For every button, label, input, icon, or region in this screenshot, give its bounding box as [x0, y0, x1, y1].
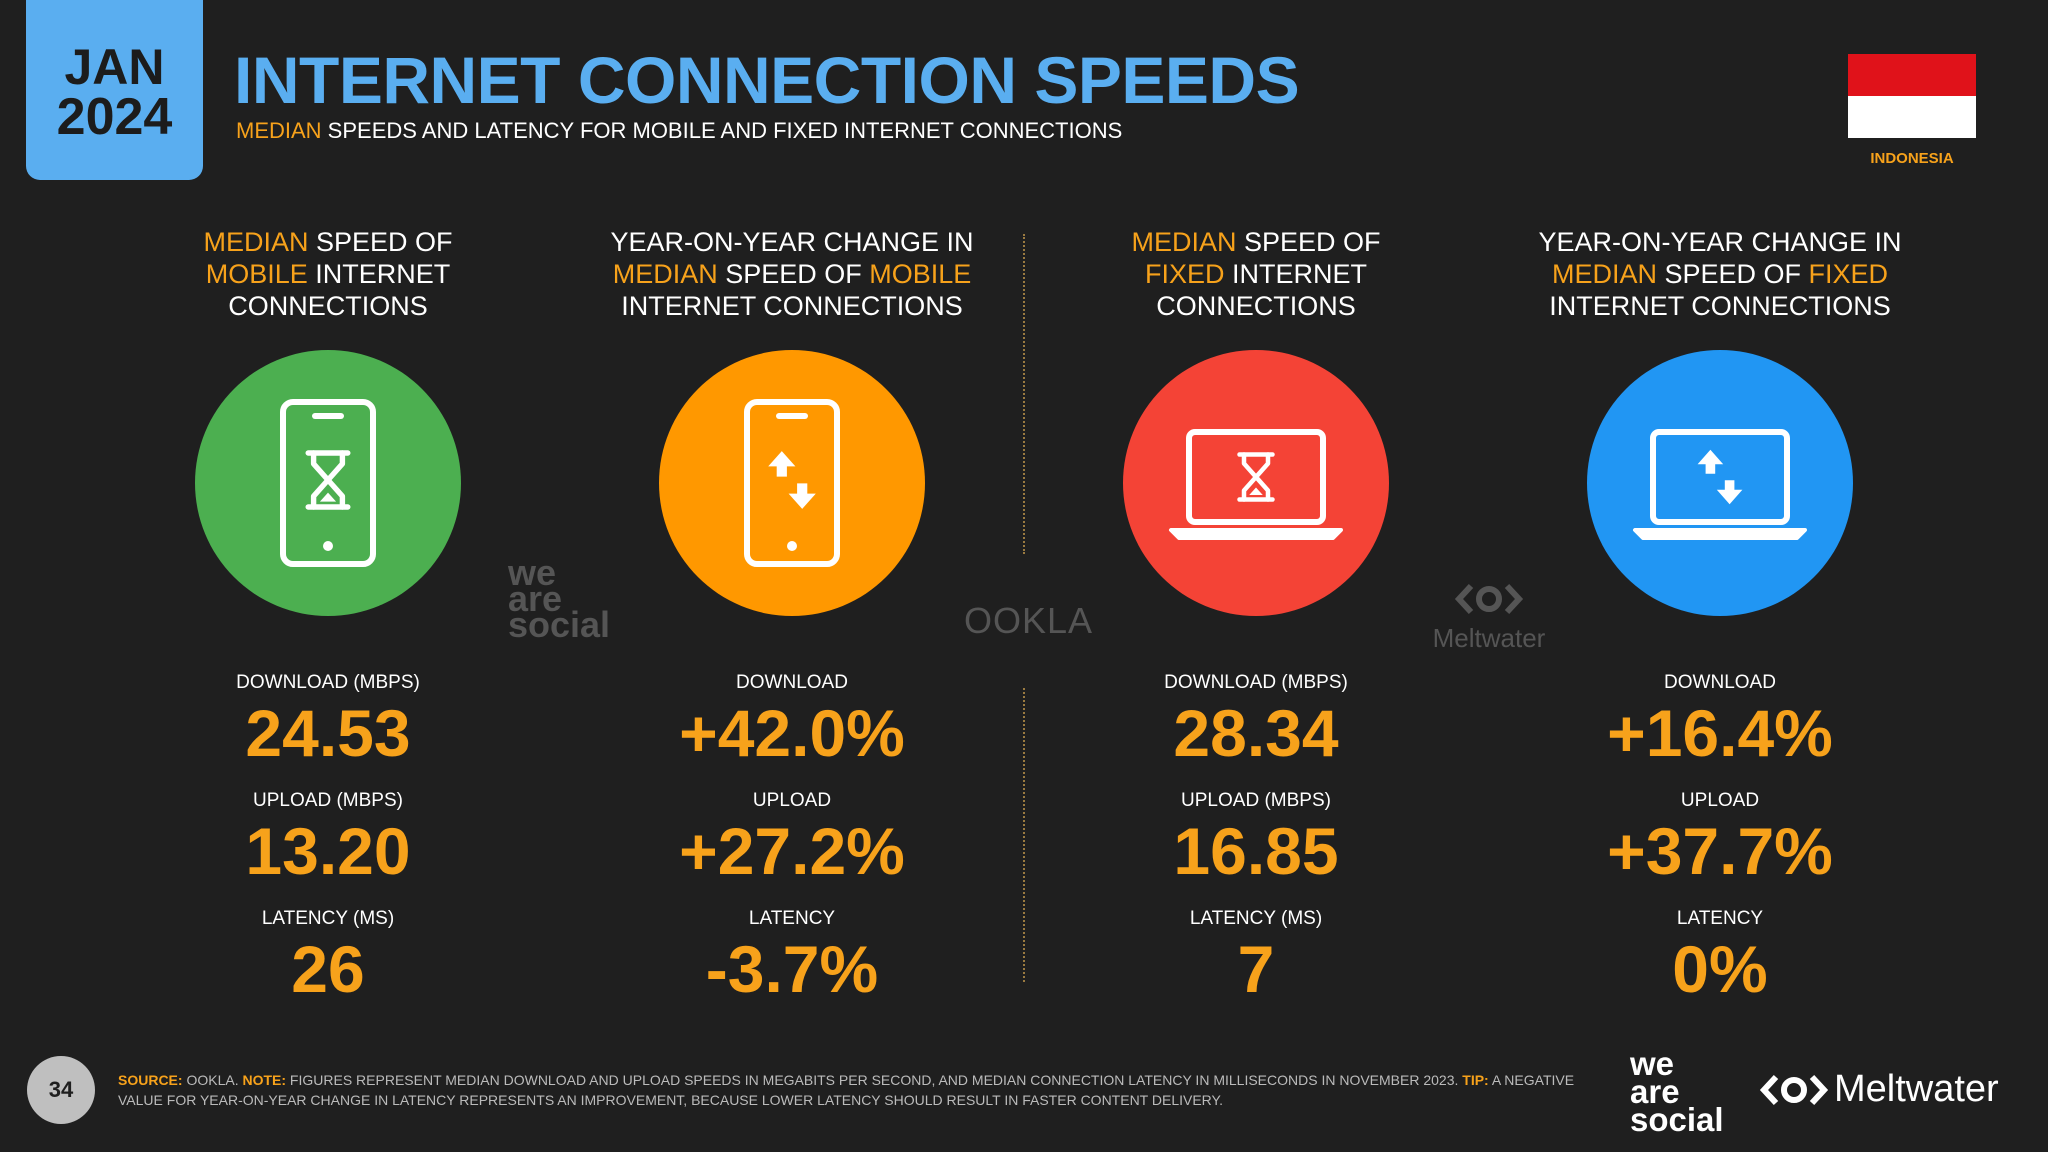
date-badge: JAN 2024 [26, 0, 203, 180]
column-heading: YEAR-ON-YEAR CHANGE IN MEDIAN SPEED OF MO… [610, 227, 974, 321]
metric-value: -3.7% [705, 932, 879, 1006]
metric: UPLOAD (MBPS) 16.85 [1036, 790, 1476, 908]
subtitle-highlight: MEDIAN [236, 118, 322, 143]
metric: LATENCY -3.7% [572, 908, 1012, 1026]
meltwater-watermark: Meltwater [1424, 582, 1554, 654]
metric: LATENCY (MS) 26 [108, 908, 548, 1026]
meltwater-logo-icon [1760, 1074, 1828, 1105]
column-heading: YEAR-ON-YEAR CHANGE IN MEDIAN SPEED OF FI… [1538, 227, 1902, 321]
country-label: INDONESIA [1870, 150, 1954, 167]
column-heading: MEDIAN SPEED OF FIXED INTERNET CONNECTIONS [1131, 227, 1381, 321]
metric-value: 28.34 [1173, 696, 1339, 770]
metric-label: LATENCY [1676, 908, 1764, 929]
phone-arrows-icon [659, 350, 925, 616]
we-are-social-logo: we are social [1630, 1045, 1724, 1138]
metrics-fixed-speed: DOWNLOAD (MBPS) 28.34 UPLOAD (MBPS) 16.85 LA… [1036, 672, 1476, 1026]
metric: DOWNLOAD (MBPS) 24.53 [108, 672, 548, 790]
meltwater-icon [1454, 583, 1524, 615]
metric: LATENCY (MS) 7 [1036, 908, 1476, 1026]
metrics-mobile-change: DOWNLOAD +42.0% UPLOAD +27.2% LATENCY -3.7% [572, 672, 1012, 1026]
metric-label: DOWNLOAD (MBPS) [236, 672, 420, 693]
metric-value: 7 [1237, 932, 1275, 1006]
metric: UPLOAD +27.2% [572, 790, 1012, 908]
metric: LATENCY 0% [1500, 908, 1940, 1026]
metric: DOWNLOAD (MBPS) 28.34 [1036, 672, 1476, 790]
metric-value: +27.2% [679, 814, 905, 888]
date-month: JAN [64, 39, 165, 95]
meltwater-logo: Meltwater [1760, 1068, 1999, 1111]
metric-label: LATENCY [748, 908, 836, 929]
metric-label: UPLOAD [752, 790, 832, 811]
we-are-social-watermark: we are social [508, 552, 611, 645]
metrics-fixed-change: DOWNLOAD +16.4% UPLOAD +37.7% LATENCY 0% [1500, 672, 1940, 1026]
metric-label: DOWNLOAD [736, 672, 848, 693]
metric-value: 26 [291, 932, 365, 1006]
metric-value: +16.4% [1607, 696, 1833, 770]
metric-value: +37.7% [1607, 814, 1833, 888]
metric-value: 0% [1672, 932, 1768, 1006]
metric: UPLOAD (MBPS) 13.20 [108, 790, 548, 908]
divider-bottom [1023, 688, 1025, 982]
column-fixed-change: YEAR-ON-YEAR CHANGE IN MEDIAN SPEED OF FI… [1500, 226, 1940, 616]
column-mobile-change: YEAR-ON-YEAR CHANGE IN MEDIAN SPEED OF MO… [572, 226, 1012, 616]
metric: DOWNLOAD +42.0% [572, 672, 1012, 790]
page-subtitle: MEDIAN SPEEDS AND LATENCY FOR MOBILE AND… [236, 118, 1122, 144]
metric-label: LATENCY (MS) [261, 908, 395, 929]
page-number: 34 [27, 1056, 95, 1124]
metric-label: LATENCY (MS) [1189, 908, 1323, 929]
metric: UPLOAD +37.7% [1500, 790, 1940, 908]
page-title: INTERNET CONNECTION SPEEDS [234, 43, 1300, 117]
ookla-watermark: OOKLA [964, 600, 1094, 641]
metric-value: +42.0% [679, 696, 905, 770]
date-year: 2024 [56, 88, 173, 146]
metric-label: UPLOAD (MBPS) [253, 790, 403, 811]
metric-label: DOWNLOAD (MBPS) [1164, 672, 1348, 693]
divider-top [1023, 234, 1025, 554]
metric-value: 16.85 [1173, 814, 1339, 888]
metric-label: UPLOAD [1680, 790, 1760, 811]
metric: DOWNLOAD +16.4% [1500, 672, 1940, 790]
laptop-hourglass-icon [1123, 350, 1389, 616]
column-fixed-speed: MEDIAN SPEED OF FIXED INTERNET CONNECTIONS [1036, 226, 1476, 616]
indonesia-flag-icon [1848, 54, 1976, 138]
footer-note: SOURCE: OOKLA. NOTE: FIGURES REPRESENT M… [118, 1072, 1575, 1108]
phone-hourglass-icon [195, 350, 461, 616]
laptop-arrows-icon [1587, 350, 1853, 616]
column-mobile-speed: MEDIAN SPEED OF MOBILE INTERNET CONNECTION… [108, 226, 548, 616]
subtitle-text: SPEEDS AND LATENCY FOR MOBILE AND FIXED … [321, 118, 1123, 143]
metric-label: UPLOAD (MBPS) [1181, 790, 1331, 811]
column-heading: MEDIAN SPEED OF MOBILE INTERNET CONNECTION… [203, 227, 453, 321]
metrics-mobile-speed: DOWNLOAD (MBPS) 24.53 UPLOAD (MBPS) 13.20 LA… [108, 672, 548, 1026]
metric-label: DOWNLOAD [1664, 672, 1776, 693]
metric-value: 24.53 [245, 696, 411, 770]
metric-value: 13.20 [245, 814, 411, 888]
